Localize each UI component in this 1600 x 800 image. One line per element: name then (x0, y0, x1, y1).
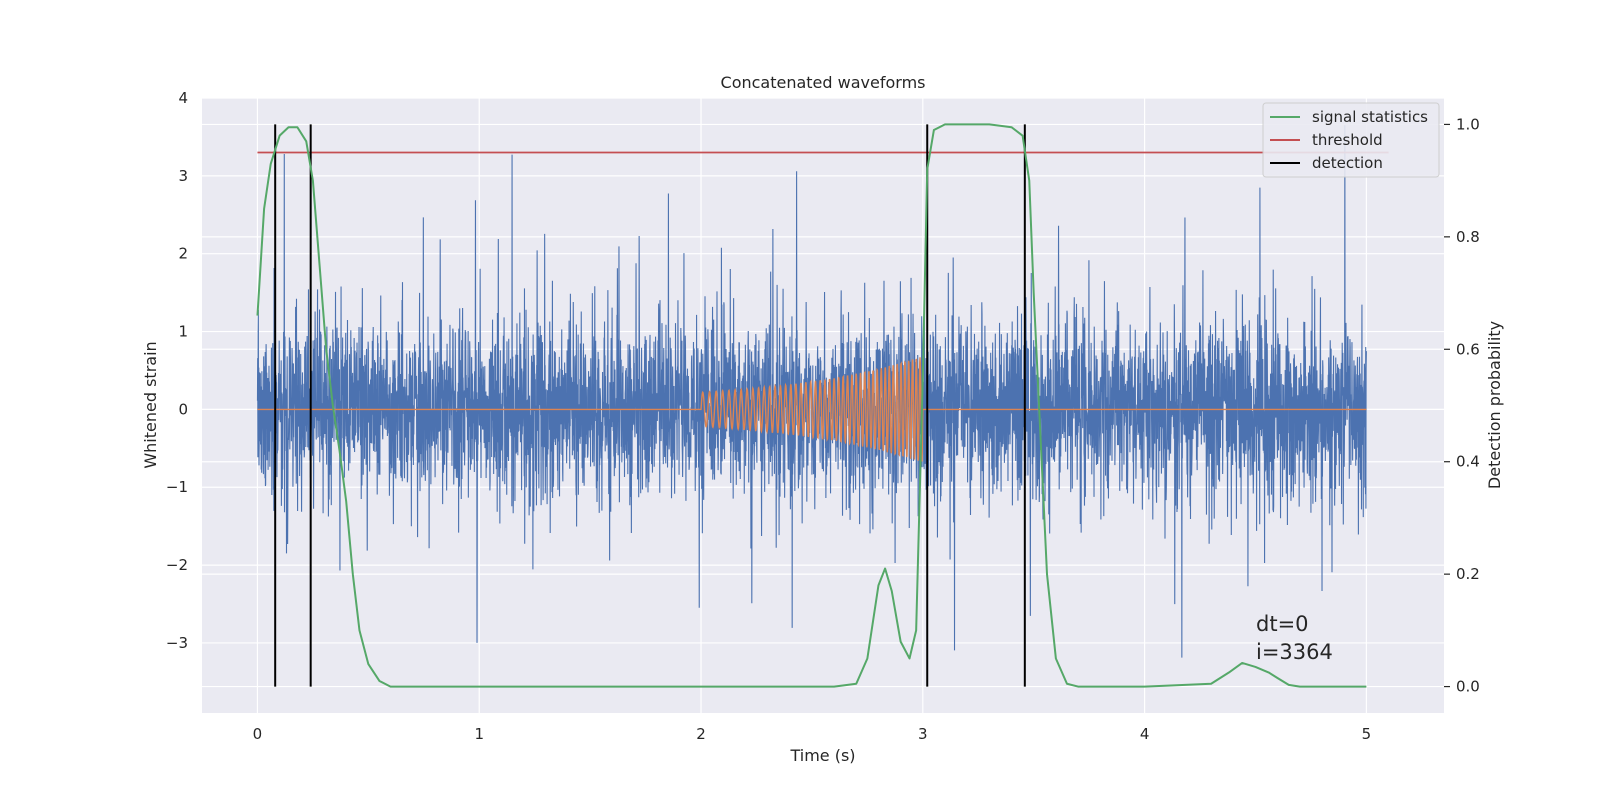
y-axis-label: Whitened strain (141, 341, 160, 468)
y-tick-label: −3 (166, 634, 188, 652)
annotation-dt: dt=0 (1256, 612, 1309, 636)
x-axis-label: Time (s) (789, 746, 855, 765)
y2-tick-label: 0.6 (1456, 340, 1480, 358)
y2-tick-label: 0.4 (1456, 453, 1480, 471)
y-tick-label: 2 (178, 245, 188, 263)
y-tick-label: −2 (166, 556, 188, 574)
y-tick-label: 3 (178, 167, 188, 185)
legend-label-signal-statistics: signal statistics (1312, 108, 1428, 126)
x-tick-label: 3 (918, 725, 928, 743)
y2-axis-label: Detection probability (1485, 321, 1504, 489)
x-tick-label: 0 (253, 725, 263, 743)
x-tick-label: 2 (696, 725, 706, 743)
strain-noise-series (256, 125, 1367, 658)
signal-statistics-line (256, 123, 1367, 688)
legend-label-threshold: threshold (1312, 131, 1383, 149)
y-tick-label: −1 (166, 478, 188, 496)
y2-tick-label: 0.2 (1456, 565, 1480, 583)
x-tick-label: 4 (1140, 725, 1150, 743)
y2-tick-label: 0.8 (1456, 228, 1480, 246)
y2-tick-label: 0.0 (1456, 678, 1480, 696)
legend-box (1262, 102, 1440, 178)
legend: signal statistics threshold detection (1262, 102, 1440, 178)
series-layer (256, 123, 1389, 688)
strain-noise-line (256, 125, 1367, 658)
chart-title: Concatenated waveforms (721, 73, 926, 92)
waveform-line (257, 357, 1367, 462)
annotation-index: i=3364 (1256, 640, 1333, 664)
y-tick-label: 1 (178, 323, 188, 341)
y-tick-label: 0 (178, 400, 188, 418)
x-tick-label: 1 (474, 725, 484, 743)
legend-label-detection: detection (1312, 154, 1383, 172)
y-tick-label: 4 (178, 89, 188, 107)
x-tick-label: 5 (1362, 725, 1372, 743)
y2-tick-label: 1.0 (1456, 115, 1480, 133)
tick-labels: 0 1 2 3 4 5 −3 −2 −1 0 1 2 3 4 0.0 0.2 0.4 0.6 0.8 1.0 (166, 89, 1480, 743)
